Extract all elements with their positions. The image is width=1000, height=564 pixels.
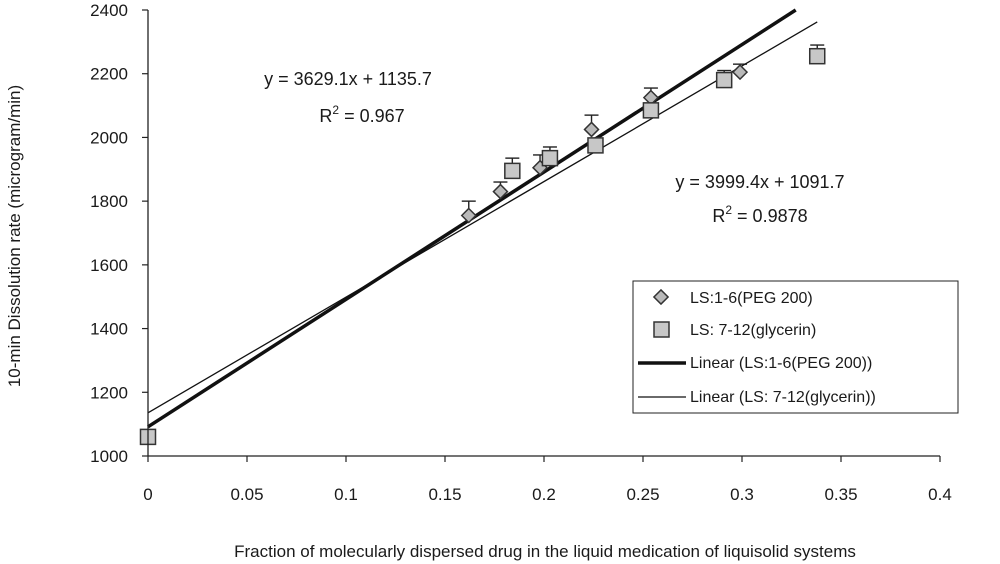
legend-label-peg: LS:1-6(PEG 200) [690, 290, 813, 307]
r2-value-1: = 0.967 [339, 106, 405, 126]
legend-marker-glycerin [653, 321, 670, 338]
trendline-glycerin [147, 21, 818, 414]
r2-superscript-2: 2 [725, 203, 732, 217]
data-point-peg [492, 183, 509, 200]
r2-annotation-2: R2 = 0.9878 [712, 203, 807, 226]
r2-prefix-1: R [319, 106, 332, 126]
x-tick-label: 0.2 [532, 485, 556, 504]
y-tick-label: 2200 [90, 65, 128, 84]
legend: LS:1-6(PEG 200) LS: 7-12(glycerin) Linea… [632, 280, 959, 414]
data-points [139, 47, 826, 446]
y-tick-label: 2000 [90, 128, 128, 147]
x-tick-label: 0.3 [730, 485, 754, 504]
y-tick-label: 1400 [90, 320, 128, 339]
data-point-glycerin [504, 162, 521, 180]
r2-prefix-2: R [712, 206, 725, 226]
r2-superscript-1: 2 [332, 103, 339, 117]
axes [142, 9, 941, 462]
x-axis-label: Fraction of molecularly dispersed drug i… [234, 542, 856, 561]
y-tick-label: 1000 [90, 447, 128, 466]
data-point-glycerin [808, 47, 826, 65]
y-tick-label: 1200 [90, 383, 128, 402]
x-tick-label: 0.05 [230, 485, 263, 504]
y-tick-label: 2400 [90, 1, 128, 20]
x-tick-label: 0.15 [428, 485, 461, 504]
equation-annotation-1: y = 3629.1x + 1135.7 [264, 69, 432, 89]
data-point-peg [583, 121, 600, 138]
legend-label-linear-glycerin: Linear (LS: 7-12(glycerin)) [690, 389, 876, 406]
r2-annotation-1: R2 = 0.967 [319, 103, 404, 126]
r2-value-2: = 0.9878 [732, 206, 808, 226]
x-tick-label: 0.25 [626, 485, 659, 504]
legend-marker-peg [652, 288, 670, 306]
data-point-glycerin [715, 71, 733, 89]
legend-label-linear-peg: Linear (LS:1-6(PEG 200)) [690, 355, 872, 372]
tick-labels: 0 0.05 0.1 0.15 0.2 0.25 0.3 0.35 0.4 1000 1200 140… [90, 1, 952, 504]
x-tick-label: 0 [143, 485, 152, 504]
y-axis-label: 10-min Dissolution rate (microgram/min) [5, 85, 24, 387]
x-tick-label: 0.35 [824, 485, 857, 504]
y-tick-label: 1600 [90, 256, 128, 275]
x-tick-label: 0.1 [334, 485, 358, 504]
legend-box [632, 280, 959, 414]
data-point-glycerin [587, 137, 604, 154]
y-tick-label: 1800 [90, 192, 128, 211]
data-point-peg [731, 64, 749, 81]
data-point-glycerin [642, 102, 660, 119]
legend-label-glycerin: LS: 7-12(glycerin) [690, 322, 816, 339]
data-point-glycerin [541, 149, 559, 167]
x-tick-label: 0.4 [928, 485, 952, 504]
data-point-peg [460, 207, 477, 224]
equation-annotation-2: y = 3999.4x + 1091.7 [675, 172, 844, 192]
